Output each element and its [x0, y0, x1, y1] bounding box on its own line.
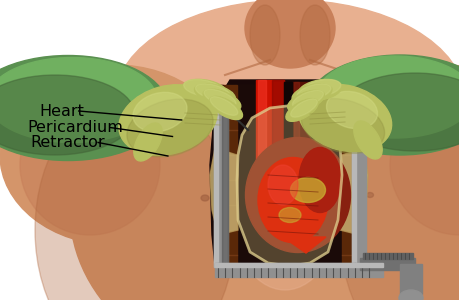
Ellipse shape — [290, 178, 325, 203]
Ellipse shape — [315, 56, 459, 138]
Text: Retractor: Retractor — [30, 135, 104, 150]
Ellipse shape — [292, 90, 323, 108]
Ellipse shape — [279, 208, 300, 223]
Bar — [283, 82, 291, 177]
Ellipse shape — [326, 92, 377, 129]
Ellipse shape — [210, 97, 237, 115]
Ellipse shape — [389, 95, 459, 235]
Ellipse shape — [204, 89, 235, 107]
Ellipse shape — [133, 92, 187, 132]
Ellipse shape — [297, 84, 330, 100]
Ellipse shape — [398, 290, 422, 300]
Ellipse shape — [195, 84, 230, 100]
Bar — [399, 264, 421, 294]
Polygon shape — [210, 80, 359, 265]
Ellipse shape — [203, 89, 241, 111]
Ellipse shape — [0, 58, 157, 142]
Bar — [291, 82, 309, 177]
Bar — [213, 100, 228, 267]
Polygon shape — [218, 85, 351, 262]
Ellipse shape — [127, 99, 213, 157]
Bar — [362, 253, 412, 259]
Bar — [212, 92, 231, 106]
Ellipse shape — [224, 90, 344, 290]
Ellipse shape — [115, 0, 459, 200]
Bar — [214, 85, 236, 265]
Bar — [214, 85, 223, 265]
Bar — [349, 92, 369, 106]
Text: Pericardium: Pericardium — [28, 120, 123, 135]
Ellipse shape — [183, 80, 222, 97]
Ellipse shape — [245, 137, 350, 253]
Ellipse shape — [353, 121, 381, 159]
Ellipse shape — [301, 99, 384, 153]
Ellipse shape — [302, 80, 340, 97]
Text: Heart: Heart — [39, 103, 84, 118]
Polygon shape — [210, 148, 237, 235]
Bar — [359, 258, 414, 270]
Ellipse shape — [245, 0, 334, 68]
Ellipse shape — [298, 148, 340, 212]
Ellipse shape — [35, 90, 235, 300]
Ellipse shape — [249, 5, 280, 65]
Ellipse shape — [194, 84, 235, 104]
Ellipse shape — [366, 193, 373, 197]
Polygon shape — [339, 148, 367, 235]
Ellipse shape — [134, 123, 162, 161]
Bar — [351, 100, 365, 267]
Bar — [355, 85, 363, 265]
Ellipse shape — [337, 73, 459, 151]
Ellipse shape — [329, 65, 459, 245]
Ellipse shape — [20, 95, 160, 235]
Ellipse shape — [339, 90, 459, 300]
Ellipse shape — [285, 99, 318, 122]
Ellipse shape — [182, 80, 227, 100]
Ellipse shape — [70, 40, 459, 300]
Ellipse shape — [201, 195, 208, 201]
Ellipse shape — [299, 5, 329, 65]
Bar — [214, 263, 382, 277]
Bar — [293, 82, 298, 177]
Bar — [341, 85, 363, 265]
Bar — [351, 100, 355, 267]
Ellipse shape — [287, 90, 324, 112]
Ellipse shape — [291, 84, 331, 104]
Ellipse shape — [0, 56, 168, 160]
Ellipse shape — [257, 158, 327, 242]
Ellipse shape — [118, 85, 217, 155]
Ellipse shape — [290, 99, 317, 117]
Bar — [214, 263, 382, 267]
Bar — [256, 80, 283, 180]
Ellipse shape — [209, 96, 242, 120]
Bar — [222, 100, 228, 267]
Ellipse shape — [0, 75, 134, 155]
Bar — [271, 80, 283, 180]
Ellipse shape — [297, 80, 341, 100]
Polygon shape — [282, 237, 325, 253]
Bar — [257, 80, 265, 180]
Ellipse shape — [268, 165, 297, 205]
Ellipse shape — [0, 65, 230, 245]
Ellipse shape — [298, 84, 391, 152]
Ellipse shape — [307, 55, 459, 155]
Polygon shape — [236, 105, 341, 266]
Bar — [213, 100, 218, 267]
